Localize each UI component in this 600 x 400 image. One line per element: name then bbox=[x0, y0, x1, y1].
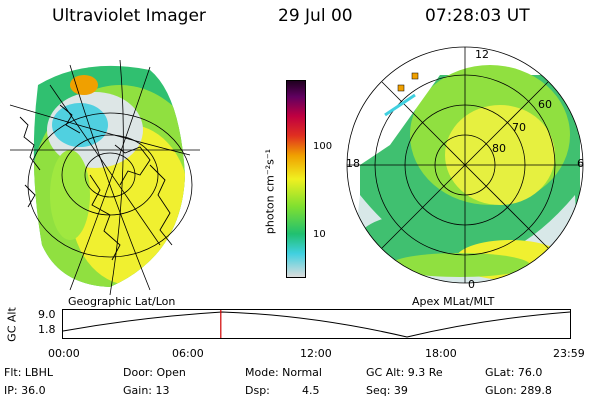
info-dsp-label: Dsp: bbox=[245, 384, 270, 397]
info-gain: Gain: 13 bbox=[123, 384, 170, 397]
imager-title: Ultraviolet Imager bbox=[52, 6, 206, 26]
alt-xtick-1200: 12:00 bbox=[300, 347, 332, 360]
alt-xtick-2359: 23:59 bbox=[553, 347, 585, 360]
mlt-label-12: 12 bbox=[475, 48, 489, 61]
altitude-curve bbox=[62, 311, 571, 338]
geographic-map bbox=[9, 59, 200, 295]
geographic-caption: Geographic Lat/Lon bbox=[68, 295, 176, 308]
image-time: 07:28:03 UT bbox=[425, 6, 530, 26]
info-ip: IP: 36.0 bbox=[4, 384, 46, 397]
colorbar-tick-100: 100 bbox=[313, 141, 333, 152]
info-glon: GLon: 289.8 bbox=[485, 384, 552, 397]
polar-mlt-plot bbox=[346, 46, 584, 284]
info-filter: Flt: LBHL bbox=[4, 366, 53, 379]
alt-xtick-1800: 18:00 bbox=[425, 347, 457, 360]
alt-ytick-low: 1.8 bbox=[38, 323, 56, 336]
altitude-chart bbox=[62, 309, 571, 339]
image-date: 29 Jul 00 bbox=[278, 6, 353, 26]
alt-ytick-high: 9.0 bbox=[38, 308, 56, 321]
mlat-label-70: 70 bbox=[512, 121, 526, 134]
apex-caption: Apex MLat/MLT bbox=[412, 295, 495, 308]
mlt-label-18: 18 bbox=[346, 157, 360, 170]
mlt-label-0: 0 bbox=[468, 278, 475, 291]
colorbar bbox=[286, 80, 306, 278]
alt-xtick-0600: 06:00 bbox=[172, 347, 204, 360]
alt-ylabel: GC Alt bbox=[5, 307, 19, 342]
mlat-label-60: 60 bbox=[538, 98, 552, 111]
mlt-label-6: 6 bbox=[577, 157, 584, 170]
info-gc-alt: GC Alt: 9.3 Re bbox=[366, 366, 443, 379]
info-glat: GLat: 76.0 bbox=[485, 366, 543, 379]
info-mode: Mode: Normal bbox=[245, 366, 322, 379]
alt-xtick-0000: 00:00 bbox=[48, 347, 80, 360]
mlat-label-80: 80 bbox=[492, 142, 506, 155]
info-seq: Seq: 39 bbox=[366, 384, 408, 397]
colorbar-tick-10: 10 bbox=[313, 229, 326, 240]
info-dsp-value: 4.5 bbox=[302, 384, 320, 397]
colorbar-label: photon cm⁻²s⁻¹ bbox=[263, 148, 277, 235]
info-door: Door: Open bbox=[123, 366, 186, 379]
